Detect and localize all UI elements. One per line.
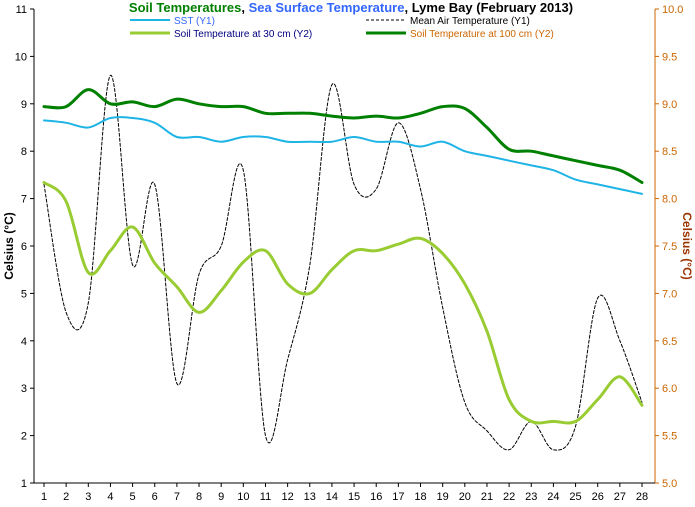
- x-tick-label: 14: [326, 491, 338, 503]
- x-tick-label: 15: [348, 491, 360, 503]
- y2-tick-label: 6.5: [662, 336, 677, 348]
- y1-tick-label: 7: [21, 194, 27, 206]
- x-tick-label: 18: [414, 491, 426, 503]
- y2-axis-label: Celsius (°C): [680, 212, 694, 279]
- legend-label-sst: SST (Y1): [174, 16, 215, 27]
- x-tick-label: 27: [614, 491, 626, 503]
- series-layer: [42, 74, 644, 451]
- y1-ticks: 1 2 3 4 5 6 7 8 9 10 11: [15, 4, 34, 490]
- x-tick-label: 3: [85, 491, 91, 503]
- y1-tick-label: 6: [21, 241, 27, 253]
- legend: SST (Y1) Mean Air Temperature (Y1) Soil …: [130, 16, 554, 40]
- title-part-location: , Lyme Bay (February 2013): [404, 0, 573, 15]
- x-tick-label: 10: [237, 491, 249, 503]
- x-ticks: 1 2 3 4 5 6 7 8 9 10 11 12 13 14 15 16 17 18 19 20 21 22 23 24 2…: [41, 483, 648, 503]
- x-tick-label: 2: [63, 491, 69, 503]
- y1-tick-label: 11: [16, 4, 27, 16]
- x-tick-label: 4: [107, 491, 113, 503]
- y1-tick-label: 10: [15, 51, 27, 63]
- y2-tick-label: 6.0: [662, 383, 677, 395]
- y2-tick-label: 10.0: [662, 4, 683, 16]
- y2-tick-label: 7.5: [662, 241, 677, 253]
- y2-tick-label: 5.5: [662, 431, 677, 443]
- x-tick-label: 28: [636, 491, 648, 503]
- y2-tick-label: 9.5: [662, 51, 677, 63]
- x-tick-label: 20: [459, 491, 471, 503]
- series-line-soil30: [42, 181, 644, 425]
- x-tick-label: 7: [174, 491, 180, 503]
- x-tick-label: 22: [503, 491, 515, 503]
- x-tick-label: 21: [481, 491, 493, 503]
- y1-tick-label: 4: [21, 336, 27, 348]
- title-part-sep: ,: [241, 0, 248, 15]
- y1-tick-label: 1: [21, 478, 27, 490]
- x-tick-label: 6: [152, 491, 158, 503]
- y2-ticks: 5.0 5.5 6.0 6.5 7.0 7.5 8.0 8.5 9.0 9.5 10.0: [655, 4, 683, 490]
- y2-tick-label: 5.0: [662, 478, 677, 490]
- y2-tick-label: 8.5: [662, 146, 677, 158]
- x-tick-label: 12: [282, 491, 294, 503]
- x-tick-label: 19: [437, 491, 449, 503]
- x-tick-label: 26: [592, 491, 604, 503]
- y1-tick-label: 2: [21, 431, 27, 443]
- y1-tick-label: 3: [21, 383, 27, 395]
- series-line-sst: [43, 116, 643, 195]
- legend-label-air: Mean Air Temperature (Y1): [410, 16, 530, 27]
- y1-tick-label: 9: [21, 99, 27, 111]
- title-part-sst: Sea Surface Temperature: [249, 0, 405, 15]
- x-tick-label: 16: [370, 491, 382, 503]
- title-part-soil: Soil Temperatures: [129, 0, 241, 15]
- series-line-air: [43, 74, 643, 451]
- y1-axis-label: Celsius (°C): [2, 212, 16, 279]
- legend-label-soil100: Soil Temperature at 100 cm (Y2): [410, 29, 554, 40]
- y2-tick-label: 7.0: [662, 288, 677, 300]
- y2-tick-label: 8.0: [662, 194, 677, 206]
- x-tick-label: 25: [569, 491, 581, 503]
- series-line-soil100: [42, 88, 644, 184]
- x-tick-label: 9: [218, 491, 224, 503]
- y1-tick-label: 8: [21, 146, 27, 158]
- x-tick-label: 17: [392, 491, 404, 503]
- y1-tick-label: 5: [21, 288, 27, 300]
- x-tick-label: 1: [41, 491, 47, 503]
- y2-tick-label: 9.0: [662, 99, 677, 111]
- chart-title: Soil Temperatures, Sea Surface Temperatu…: [129, 0, 573, 15]
- x-tick-label: 13: [304, 491, 316, 503]
- x-tick-label: 23: [525, 491, 537, 503]
- legend-label-soil30: Soil Temperature at 30 cm (Y2): [174, 29, 312, 40]
- x-tick-label: 11: [260, 491, 271, 503]
- x-tick-label: 5: [130, 491, 136, 503]
- x-tick-label: 8: [196, 491, 202, 503]
- x-tick-label: 24: [547, 491, 559, 503]
